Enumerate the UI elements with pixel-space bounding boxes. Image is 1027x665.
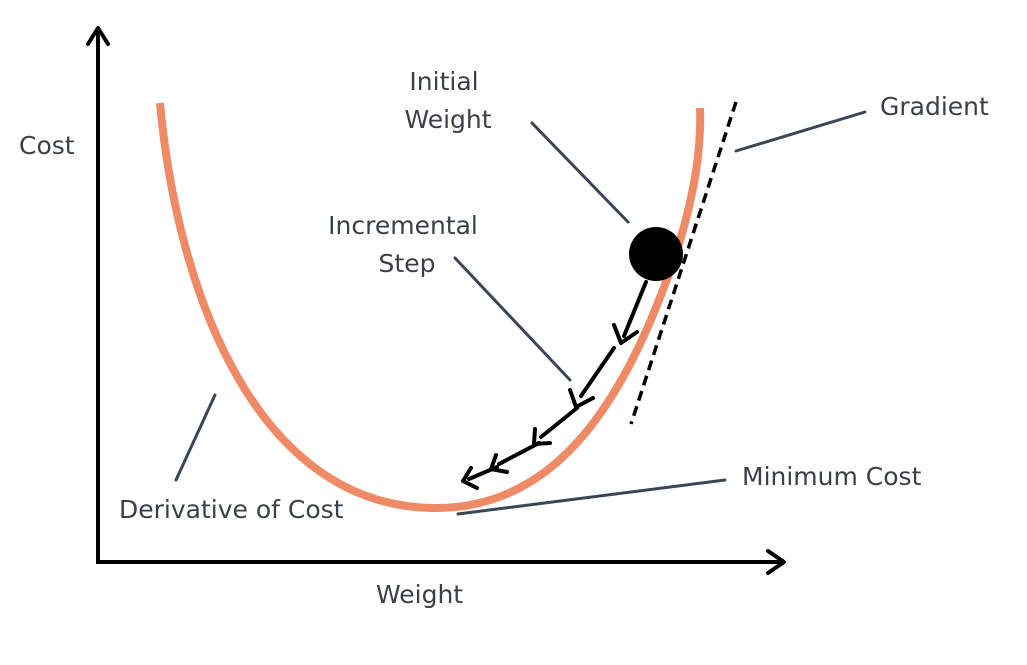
initial-weight-leader (530, 121, 630, 224)
initial-weight-label-line-1: Initial (409, 67, 478, 96)
cost-curve (156, 102, 705, 513)
x-axis-label: Weight (376, 580, 463, 609)
minimum-cost-leader (456, 478, 727, 516)
step-arrow (612, 280, 648, 345)
initial-weight-ball (629, 227, 683, 281)
derivative-of-cost-label: Derivative of Cost (119, 495, 344, 524)
y-axis-arrowhead (86, 26, 110, 46)
axes (86, 26, 786, 575)
incremental-step-label-line-2: Step (379, 249, 436, 278)
minimum-cost-label: Minimum Cost (742, 462, 922, 491)
incremental-steps (461, 280, 648, 490)
incremental-step-leader (453, 256, 572, 382)
y-axis-label: Cost (19, 131, 75, 160)
gradient-label: Gradient (880, 92, 989, 121)
initial-weight-label: Initial Weight (404, 67, 491, 134)
gradient-tangent-line (629, 101, 738, 425)
gradient-leader (734, 110, 867, 153)
initial-weight-label-line-2: Weight (404, 105, 491, 134)
incremental-step-label-line-1: Incremental (328, 211, 478, 240)
leader-lines (174, 110, 867, 516)
x-axis-arrowhead (766, 549, 786, 575)
step-arrow (461, 465, 499, 490)
step-arrow (532, 406, 579, 446)
incremental-step-label: Incremental Step (328, 211, 486, 278)
derivative-of-cost-leader (174, 393, 217, 482)
